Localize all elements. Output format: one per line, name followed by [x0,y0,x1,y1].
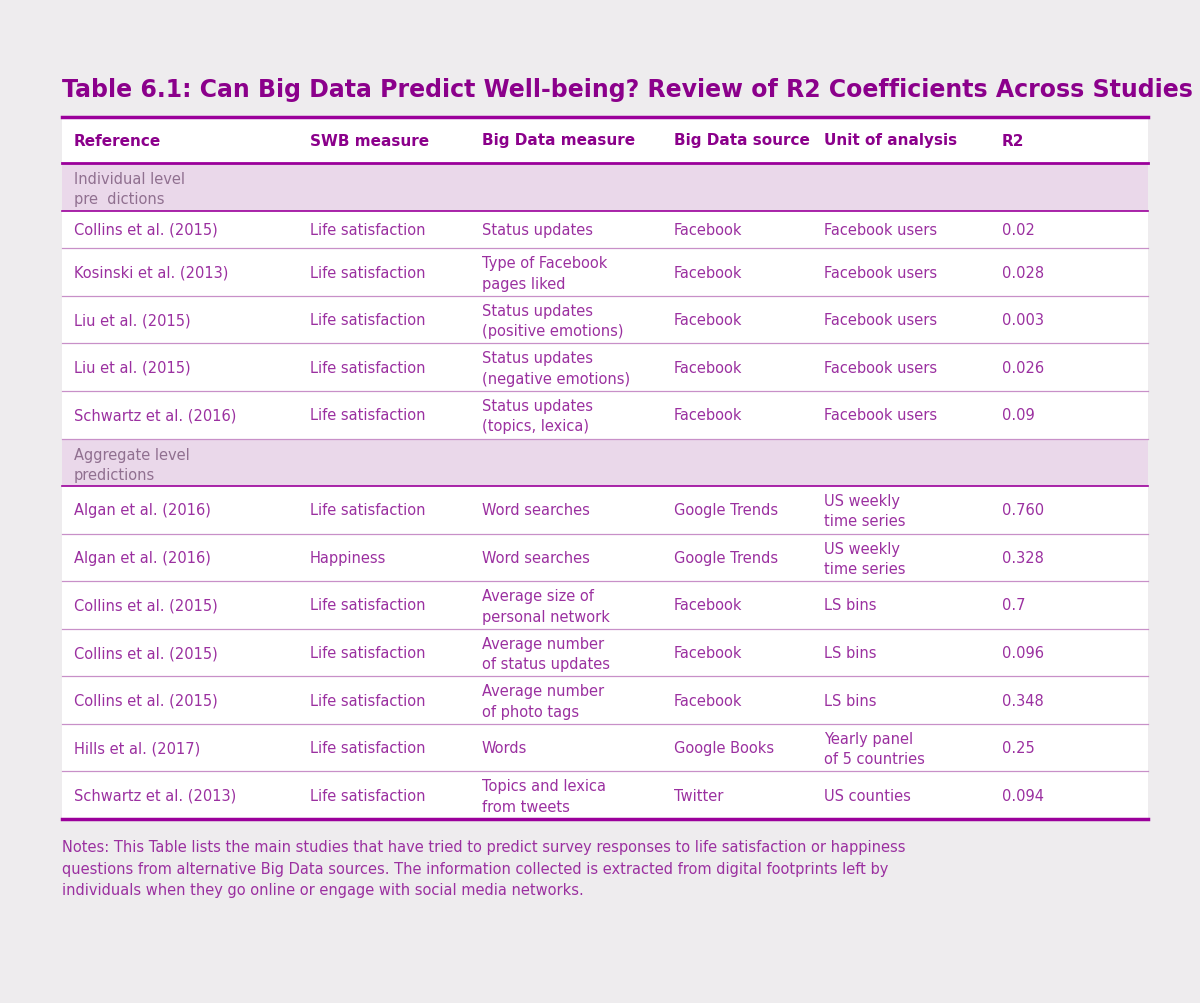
Bar [62,118,1148,819]
Text: Facebook users: Facebook users [824,266,937,280]
Text: Notes: This Table lists the main studies that have tried to predict survey respo: Notes: This Table lists the main studies… [62,840,906,898]
Text: LS bins: LS bins [824,693,876,708]
Text: Google Books: Google Books [674,740,774,755]
Text: Facebook users: Facebook users [824,360,937,375]
Text: 0.028: 0.028 [1002,266,1044,280]
Text: LS bins: LS bins [824,645,876,660]
Text: Twitter: Twitter [674,788,724,803]
Text: Yearly panel
of 5 countries: Yearly panel of 5 countries [824,731,925,766]
Text: Facebook: Facebook [674,223,743,238]
Text: US weekly
time series: US weekly time series [824,493,906,529]
Bar [62,163,1148,212]
Text: Hills et al. (2017): Hills et al. (2017) [74,740,200,755]
Bar [62,439,1148,486]
Text: 0.003: 0.003 [1002,313,1044,328]
Text: Facebook users: Facebook users [824,223,937,238]
Text: 0.02: 0.02 [1002,223,1034,238]
Text: Collins et al. (2015): Collins et al. (2015) [74,598,217,613]
Text: Life satisfaction: Life satisfaction [310,408,426,423]
Text: 0.348: 0.348 [1002,693,1044,708]
Text: Life satisfaction: Life satisfaction [310,313,426,328]
Text: Unit of analysis: Unit of analysis [824,133,958,148]
Text: Facebook: Facebook [674,693,743,708]
Text: Algan et al. (2016): Algan et al. (2016) [74,551,211,566]
Text: Facebook users: Facebook users [824,408,937,423]
Text: Facebook: Facebook [674,266,743,280]
Text: Life satisfaction: Life satisfaction [310,266,426,280]
Text: 0.328: 0.328 [1002,551,1044,566]
Text: 0.094: 0.094 [1002,788,1044,803]
Text: Status updates
(topics, lexica): Status updates (topics, lexica) [482,398,593,434]
Text: 0.096: 0.096 [1002,645,1044,660]
Text: Life satisfaction: Life satisfaction [310,503,426,518]
Text: Big Data measure: Big Data measure [482,133,635,148]
Text: LS bins: LS bins [824,598,876,613]
Text: Status updates
(positive emotions): Status updates (positive emotions) [482,304,624,339]
Text: 0.760: 0.760 [1002,503,1044,518]
Text: Life satisfaction: Life satisfaction [310,693,426,708]
Text: Schwartz et al. (2016): Schwartz et al. (2016) [74,408,236,423]
Text: Word searches: Word searches [482,503,590,518]
Text: Individual level
pre  dictions: Individual level pre dictions [74,172,185,208]
Text: Average number
of photo tags: Average number of photo tags [482,684,604,719]
Text: Liu et al. (2015): Liu et al. (2015) [74,360,191,375]
Text: Words: Words [482,740,527,755]
Text: Life satisfaction: Life satisfaction [310,740,426,755]
Text: Facebook: Facebook [674,645,743,660]
Text: Life satisfaction: Life satisfaction [310,788,426,803]
Text: Life satisfaction: Life satisfaction [310,223,426,238]
Text: Collins et al. (2015): Collins et al. (2015) [74,645,217,660]
Text: Status updates: Status updates [482,223,593,238]
Text: Facebook users: Facebook users [824,313,937,328]
Text: Word searches: Word searches [482,551,590,566]
Text: 0.7: 0.7 [1002,598,1026,613]
Text: R2: R2 [1002,133,1025,148]
Text: Aggregate level
predictions: Aggregate level predictions [74,447,190,482]
Text: Reference: Reference [74,133,161,148]
Text: Status updates
(negative emotions): Status updates (negative emotions) [482,351,630,386]
Text: Algan et al. (2016): Algan et al. (2016) [74,503,211,518]
Text: Collins et al. (2015): Collins et al. (2015) [74,223,217,238]
Text: Average size of
personal network: Average size of personal network [482,589,610,624]
Text: Facebook: Facebook [674,598,743,613]
Text: Facebook: Facebook [674,313,743,328]
Text: Liu et al. (2015): Liu et al. (2015) [74,313,191,328]
Text: Table 6.1: Can Big Data Predict Well-being? Review of R2 Coefficients Across Stu: Table 6.1: Can Big Data Predict Well-bei… [62,78,1193,102]
Text: Life satisfaction: Life satisfaction [310,598,426,613]
Text: Schwartz et al. (2013): Schwartz et al. (2013) [74,788,236,803]
Text: US weekly
time series: US weekly time series [824,541,906,577]
Text: Google Trends: Google Trends [674,503,778,518]
Text: Average number
of status updates: Average number of status updates [482,636,610,671]
Text: Facebook: Facebook [674,360,743,375]
Text: US counties: US counties [824,788,911,803]
Text: Facebook: Facebook [674,408,743,423]
Text: 0.09: 0.09 [1002,408,1034,423]
Text: Happiness: Happiness [310,551,386,566]
Text: Type of Facebook
pages liked: Type of Facebook pages liked [482,256,607,292]
Text: 0.026: 0.026 [1002,360,1044,375]
Text: Kosinski et al. (2013): Kosinski et al. (2013) [74,266,228,280]
Text: Big Data source: Big Data source [674,133,810,148]
Text: Life satisfaction: Life satisfaction [310,360,426,375]
Text: Google Trends: Google Trends [674,551,778,566]
Text: Collins et al. (2015): Collins et al. (2015) [74,693,217,708]
Text: Topics and lexica
from tweets: Topics and lexica from tweets [482,778,606,814]
Text: Life satisfaction: Life satisfaction [310,645,426,660]
Text: SWB measure: SWB measure [310,133,430,148]
Text: 0.25: 0.25 [1002,740,1034,755]
